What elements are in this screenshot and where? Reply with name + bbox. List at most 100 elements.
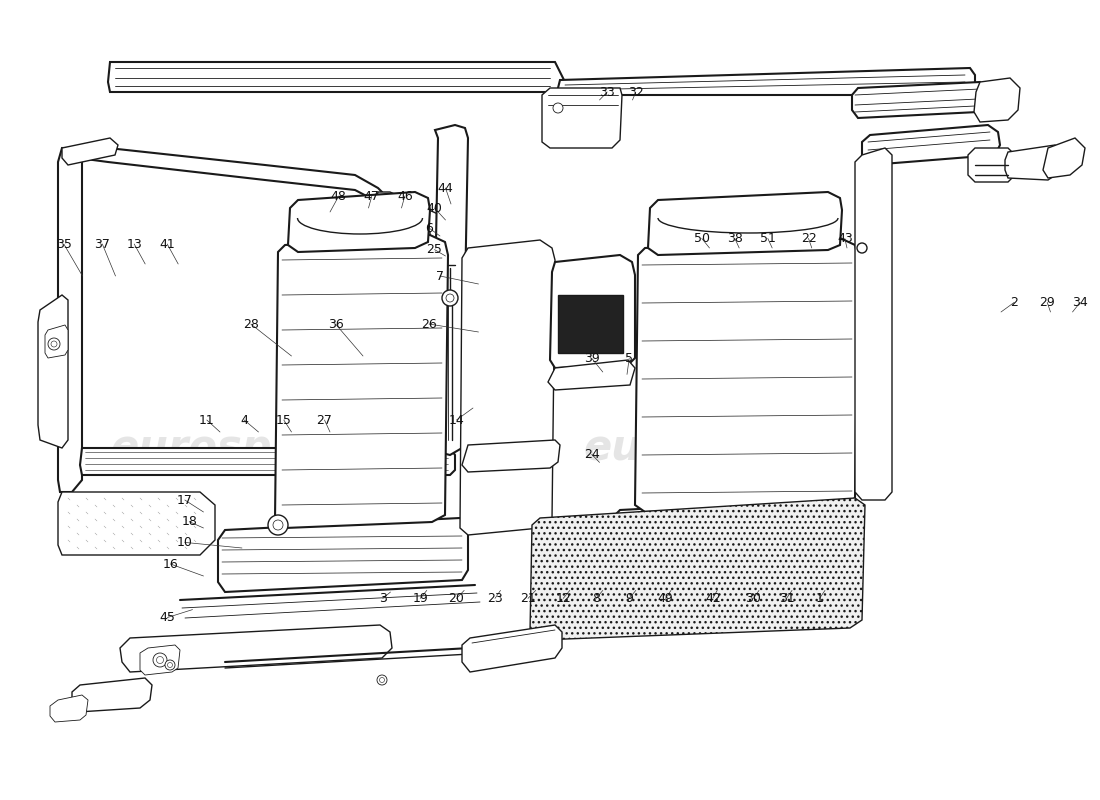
Text: 38: 38	[727, 232, 742, 245]
Text: 27: 27	[317, 414, 332, 426]
Text: 47: 47	[364, 190, 380, 202]
Polygon shape	[78, 148, 382, 202]
Text: 24: 24	[584, 448, 600, 461]
Polygon shape	[855, 148, 892, 500]
Text: 45: 45	[160, 611, 175, 624]
Polygon shape	[648, 192, 842, 255]
Circle shape	[442, 290, 458, 306]
Text: 11: 11	[199, 414, 214, 426]
Text: 30: 30	[746, 592, 761, 605]
Text: 35: 35	[56, 238, 72, 250]
Text: 21: 21	[520, 592, 536, 605]
Text: 1: 1	[815, 592, 824, 605]
Polygon shape	[968, 148, 1015, 182]
Text: 37: 37	[95, 238, 110, 250]
Circle shape	[446, 294, 454, 302]
Polygon shape	[58, 148, 82, 492]
Polygon shape	[80, 448, 455, 475]
Text: 25: 25	[427, 243, 442, 256]
Text: 8: 8	[592, 592, 601, 605]
Text: 39: 39	[584, 352, 600, 365]
Text: 12: 12	[556, 592, 571, 605]
Circle shape	[379, 678, 385, 682]
Text: 19: 19	[412, 592, 428, 605]
Polygon shape	[852, 82, 988, 118]
Text: 43: 43	[837, 232, 852, 245]
Polygon shape	[550, 255, 635, 368]
Polygon shape	[108, 62, 565, 92]
Polygon shape	[432, 125, 468, 455]
Polygon shape	[58, 492, 214, 555]
Polygon shape	[974, 78, 1020, 122]
Circle shape	[153, 653, 167, 667]
Text: 2: 2	[1010, 296, 1019, 309]
Circle shape	[857, 243, 867, 253]
Polygon shape	[548, 360, 635, 390]
Circle shape	[273, 520, 283, 530]
Polygon shape	[45, 325, 68, 358]
Circle shape	[156, 657, 164, 663]
Circle shape	[167, 662, 173, 667]
Text: eurospares: eurospares	[583, 427, 847, 469]
Text: 48: 48	[331, 190, 346, 202]
Text: 28: 28	[243, 318, 258, 330]
Text: 6: 6	[425, 222, 433, 234]
Text: 44: 44	[438, 182, 453, 194]
Text: 14: 14	[449, 414, 464, 426]
Text: 17: 17	[177, 494, 192, 506]
Bar	[558, 295, 623, 353]
Text: 29: 29	[1040, 296, 1055, 309]
Text: 32: 32	[628, 86, 643, 98]
Circle shape	[51, 341, 57, 347]
Text: 3: 3	[378, 592, 387, 605]
Text: 50: 50	[694, 232, 710, 245]
Text: 5: 5	[625, 352, 634, 365]
Polygon shape	[50, 695, 88, 722]
Text: 23: 23	[487, 592, 503, 605]
Text: 15: 15	[276, 414, 292, 426]
Text: eurospares: eurospares	[110, 427, 374, 469]
Text: 36: 36	[328, 318, 343, 330]
Text: 34: 34	[1072, 296, 1088, 309]
Text: 41: 41	[160, 238, 175, 250]
Polygon shape	[542, 88, 621, 148]
Circle shape	[377, 675, 387, 685]
Polygon shape	[275, 235, 448, 528]
Polygon shape	[462, 625, 562, 672]
Text: 49: 49	[658, 592, 673, 605]
Polygon shape	[288, 192, 430, 252]
Polygon shape	[530, 498, 865, 640]
Polygon shape	[635, 238, 858, 512]
Circle shape	[553, 103, 563, 113]
Polygon shape	[140, 645, 180, 675]
Text: 26: 26	[421, 318, 437, 330]
Polygon shape	[460, 240, 556, 535]
Text: 33: 33	[600, 86, 615, 98]
Text: 51: 51	[760, 232, 775, 245]
Circle shape	[48, 338, 60, 350]
Polygon shape	[39, 295, 68, 448]
Polygon shape	[558, 68, 975, 95]
Circle shape	[165, 660, 175, 670]
Text: 9: 9	[625, 592, 634, 605]
Polygon shape	[375, 192, 446, 448]
Text: 10: 10	[177, 536, 192, 549]
Polygon shape	[462, 440, 560, 472]
Text: 18: 18	[182, 515, 197, 528]
Polygon shape	[862, 125, 1000, 165]
Text: 22: 22	[801, 232, 816, 245]
Circle shape	[268, 515, 288, 535]
Text: 20: 20	[449, 592, 464, 605]
Polygon shape	[218, 518, 468, 592]
Polygon shape	[120, 625, 392, 672]
Polygon shape	[612, 498, 862, 572]
Text: 31: 31	[779, 592, 794, 605]
Text: 4: 4	[240, 414, 249, 426]
Polygon shape	[1043, 138, 1085, 178]
Text: 13: 13	[126, 238, 142, 250]
Text: 40: 40	[427, 202, 442, 214]
Polygon shape	[1005, 145, 1065, 180]
Text: 42: 42	[705, 592, 720, 605]
Text: 16: 16	[163, 558, 178, 570]
Text: 7: 7	[436, 270, 444, 282]
